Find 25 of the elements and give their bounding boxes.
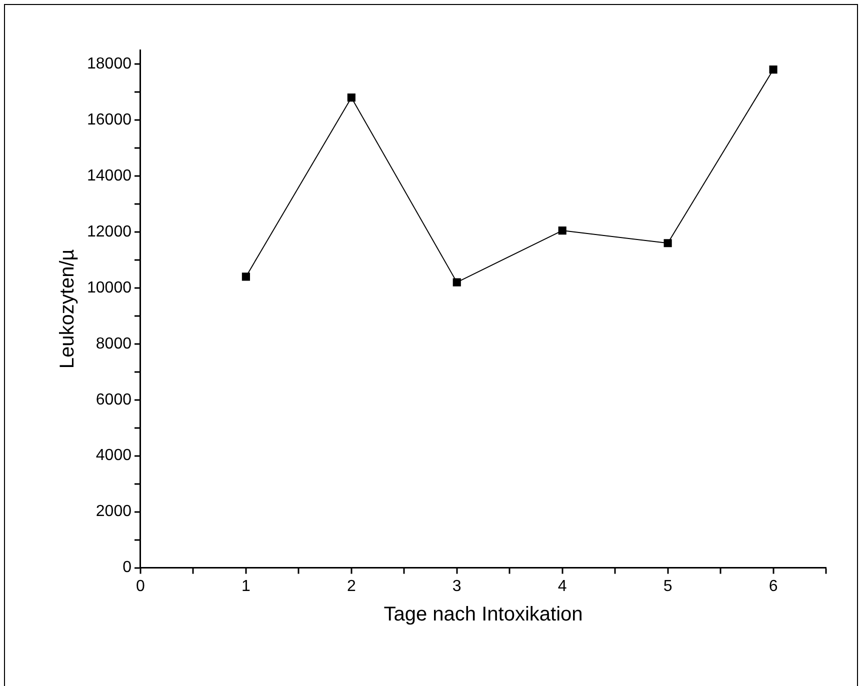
x-tick-label: 0 (136, 578, 146, 595)
x-tick-label: 4 (558, 578, 567, 595)
point (664, 239, 672, 248)
x-tick-label: 5 (663, 578, 672, 595)
y-tick-label: 10000 (86, 279, 132, 296)
point (452, 278, 461, 286)
x-axis-title: Tage nach Intoxikation (384, 604, 583, 626)
y-axis-title: Leukozyten/µ (56, 248, 79, 369)
y-tick-label: 0 (122, 559, 132, 576)
y-tick-label: 2000 (96, 503, 132, 520)
y-tick-label: 8000 (96, 335, 132, 352)
y-tick-label: 4000 (96, 447, 132, 464)
y-tick-label: 6000 (96, 391, 132, 408)
y-tick-label: 16000 (86, 111, 132, 128)
point (769, 66, 778, 74)
point (242, 272, 250, 281)
y-tick-label: 14000 (86, 167, 132, 184)
y-tick-label: 18000 (86, 55, 132, 72)
x-tick-label: 2 (346, 578, 356, 595)
x-tick-label: 1 (242, 578, 250, 595)
x-tick-label: 6 (768, 578, 778, 595)
point (347, 94, 356, 102)
y-tick-label: 12000 (86, 223, 132, 240)
x-tick-label: 3 (452, 578, 462, 595)
point (558, 226, 566, 235)
